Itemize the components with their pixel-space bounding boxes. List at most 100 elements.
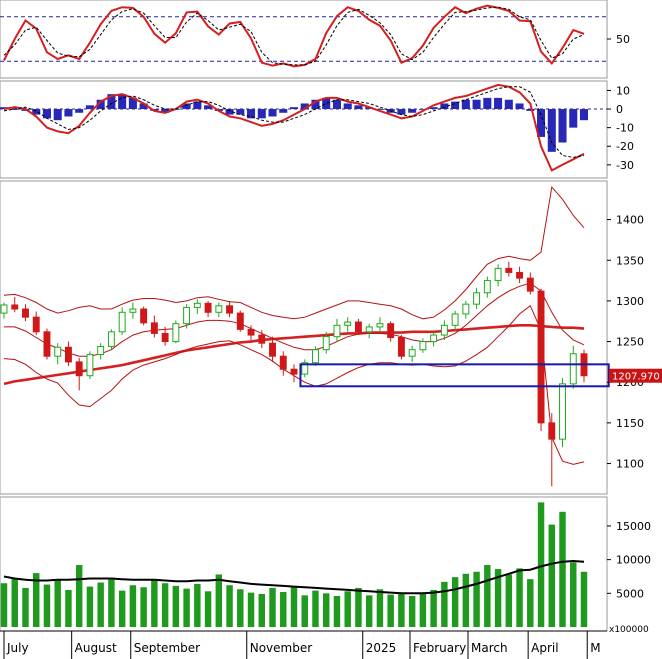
macd-hist-bar xyxy=(440,103,449,110)
macd-hist-bar xyxy=(139,103,148,110)
macd-hist-bar xyxy=(42,109,51,119)
candle-body xyxy=(333,324,341,338)
candle-body xyxy=(161,332,169,343)
candle-body xyxy=(397,337,405,357)
macd-hist-bar xyxy=(579,109,589,121)
macd-hist-bar xyxy=(354,105,363,110)
candle-body xyxy=(505,267,513,273)
macd-hist-bar xyxy=(322,97,331,110)
candle-body xyxy=(11,304,19,310)
volume-bar xyxy=(548,524,555,627)
x-axis-label-7: April xyxy=(531,641,558,655)
volume-bar xyxy=(473,571,480,627)
candle-body xyxy=(279,355,287,370)
macd-hist-bar xyxy=(32,109,41,115)
macd-hist-bar xyxy=(268,109,277,117)
volume-bar xyxy=(151,579,158,627)
x-axis-label-0: July xyxy=(6,641,29,655)
volume-bar xyxy=(215,574,223,627)
volume-bar xyxy=(54,580,61,627)
price-tick-2: 1300 xyxy=(616,295,644,308)
macd-hist-bar xyxy=(483,97,492,110)
volume-bar xyxy=(323,593,330,627)
candle-body xyxy=(172,323,180,343)
volume-bar xyxy=(258,593,265,627)
stoch-series-0 xyxy=(3,4,585,68)
candle-body xyxy=(312,349,319,364)
volume-bar xyxy=(118,590,126,627)
candle-body xyxy=(215,305,223,313)
volume-bar xyxy=(365,595,373,627)
macd-hist-bar xyxy=(461,99,470,110)
macd-hist-bar xyxy=(311,99,320,110)
candle-body xyxy=(150,322,158,334)
stoch-series-1 xyxy=(3,6,585,66)
volume-bar xyxy=(33,573,40,627)
candle-body xyxy=(462,303,470,315)
price-tick-3: 1250 xyxy=(616,336,644,349)
candle-body xyxy=(526,277,534,292)
macd-hist-bar xyxy=(343,103,352,110)
support-zone-box xyxy=(299,363,610,388)
volume-bar xyxy=(86,586,94,627)
candle-body xyxy=(193,302,201,308)
macd-hist-bar xyxy=(408,109,417,113)
volume-bar xyxy=(183,588,190,627)
macd-hist-bar xyxy=(558,109,567,143)
volume-bar xyxy=(226,585,233,627)
macd-tick-0: 10 xyxy=(616,84,630,97)
volume-bar xyxy=(22,587,29,627)
x-axis-label-1: August xyxy=(75,641,117,655)
macd-hist-bar xyxy=(451,101,460,110)
volume-bar xyxy=(484,565,491,627)
macd-hist-bar xyxy=(494,97,503,110)
candle-body xyxy=(344,321,352,326)
volume-bar xyxy=(129,585,137,627)
price-plot xyxy=(0,185,610,487)
candle-body xyxy=(365,326,373,333)
candle-body xyxy=(408,349,416,357)
x-axis-label-2: September xyxy=(134,641,200,655)
volume-tick-2: 5000 xyxy=(616,587,644,600)
volume-bar xyxy=(419,593,427,627)
x-axis-label-8: M xyxy=(590,641,600,655)
volume-tick-0: 15000 xyxy=(616,520,651,533)
volume-bar xyxy=(140,587,147,627)
macd-hist-bar xyxy=(85,105,94,110)
volume-bar xyxy=(430,589,437,627)
x-axis-label-4: 2025 xyxy=(366,641,397,655)
volume-bar xyxy=(494,569,502,627)
macd-tick-1: 0 xyxy=(616,103,623,116)
candle-body xyxy=(236,312,244,330)
volume-bar xyxy=(75,565,83,627)
macd-hist-bar xyxy=(537,109,546,137)
price-line-ma xyxy=(3,323,585,386)
x-axis-label-6: March xyxy=(471,641,508,655)
candle-body xyxy=(258,334,266,344)
macd-hist-bar xyxy=(96,99,105,110)
macd-hist-bar xyxy=(128,97,137,110)
candle-body xyxy=(269,342,276,357)
volume-bar xyxy=(505,574,513,627)
candle-body xyxy=(473,292,481,305)
price-tick-5: 1150 xyxy=(616,417,644,430)
volume-bar xyxy=(537,502,545,627)
volume-bar xyxy=(451,577,459,627)
candle-body xyxy=(107,331,115,347)
volume-bar xyxy=(462,573,470,627)
volume-bar xyxy=(376,589,384,627)
volume-bar xyxy=(43,584,51,627)
x-axis: July August September November 2025 February M… xyxy=(0,630,607,659)
volume-bar xyxy=(204,591,212,627)
macd-hist-bar xyxy=(107,94,116,110)
macd-hist-bar xyxy=(300,103,309,110)
candle-body xyxy=(548,422,556,440)
macd-hist-bar xyxy=(236,109,245,115)
candle-body xyxy=(376,323,384,328)
macd-hist-bar xyxy=(257,109,266,119)
macd-tick-4: -30 xyxy=(616,159,634,172)
volume-bar xyxy=(570,562,577,627)
candle-body xyxy=(494,267,502,282)
candle-body xyxy=(247,328,255,336)
